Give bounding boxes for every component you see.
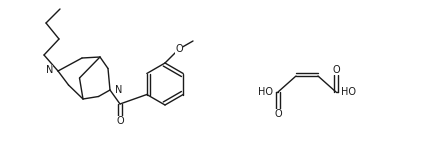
Text: HO: HO bbox=[258, 87, 274, 97]
Text: HO: HO bbox=[342, 87, 357, 97]
Text: O: O bbox=[274, 109, 282, 119]
Text: N: N bbox=[115, 85, 122, 95]
Text: N: N bbox=[45, 65, 53, 75]
Text: O: O bbox=[332, 65, 340, 75]
Text: O: O bbox=[175, 44, 183, 54]
Text: O: O bbox=[116, 116, 124, 126]
